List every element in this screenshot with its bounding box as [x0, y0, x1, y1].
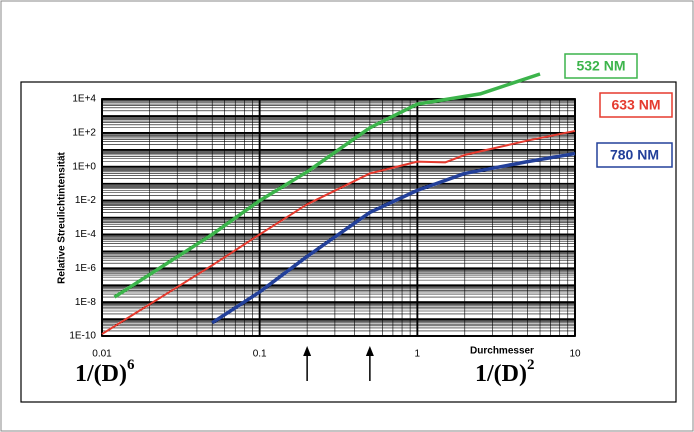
annotation-exponent: 2: [527, 357, 535, 373]
y-tick-label: 1E-4: [75, 229, 97, 240]
legend-label: 633 NM: [611, 97, 660, 113]
annotation-text: 1/(D): [475, 361, 527, 387]
y-tick-label: 1E-10: [69, 331, 96, 342]
x-tick-label: 10: [569, 349, 581, 360]
annotation: 1/(D)2: [475, 357, 534, 386]
y-tick-label: 1E-6: [75, 263, 97, 274]
series-line: [101, 129, 576, 335]
y-axis-label: Relative Streulichtintensität: [57, 151, 68, 283]
x-axis-label: Durchmesser: [470, 346, 534, 357]
y-tick-label: 1E-8: [75, 297, 97, 308]
y-tick-label: 1E+2: [72, 127, 96, 138]
x-tick-label: 0.01: [92, 349, 112, 360]
annotation-text: 1/(D): [75, 361, 127, 387]
annotation-exponent: 6: [127, 357, 135, 373]
arrow-head: [303, 346, 312, 356]
legend-box: [564, 53, 638, 79]
x-tick-label: 1: [415, 349, 421, 360]
series-line: [113, 72, 541, 299]
y-tick-label: 1E-2: [75, 195, 97, 206]
annotation: 1/(D)6: [75, 357, 135, 386]
legend-box: [599, 92, 673, 118]
y-tick-label: 1E+0: [72, 161, 96, 172]
y-tick-label: 1E+4: [72, 94, 96, 105]
arrow-head: [365, 346, 374, 356]
series-line: [211, 151, 576, 325]
legend-label: 532 NM: [576, 58, 625, 74]
legend-label: 780 NM: [610, 147, 659, 163]
legend-box: [596, 142, 673, 168]
x-tick-label: 0.1: [253, 349, 267, 360]
plot-border: [101, 98, 576, 337]
